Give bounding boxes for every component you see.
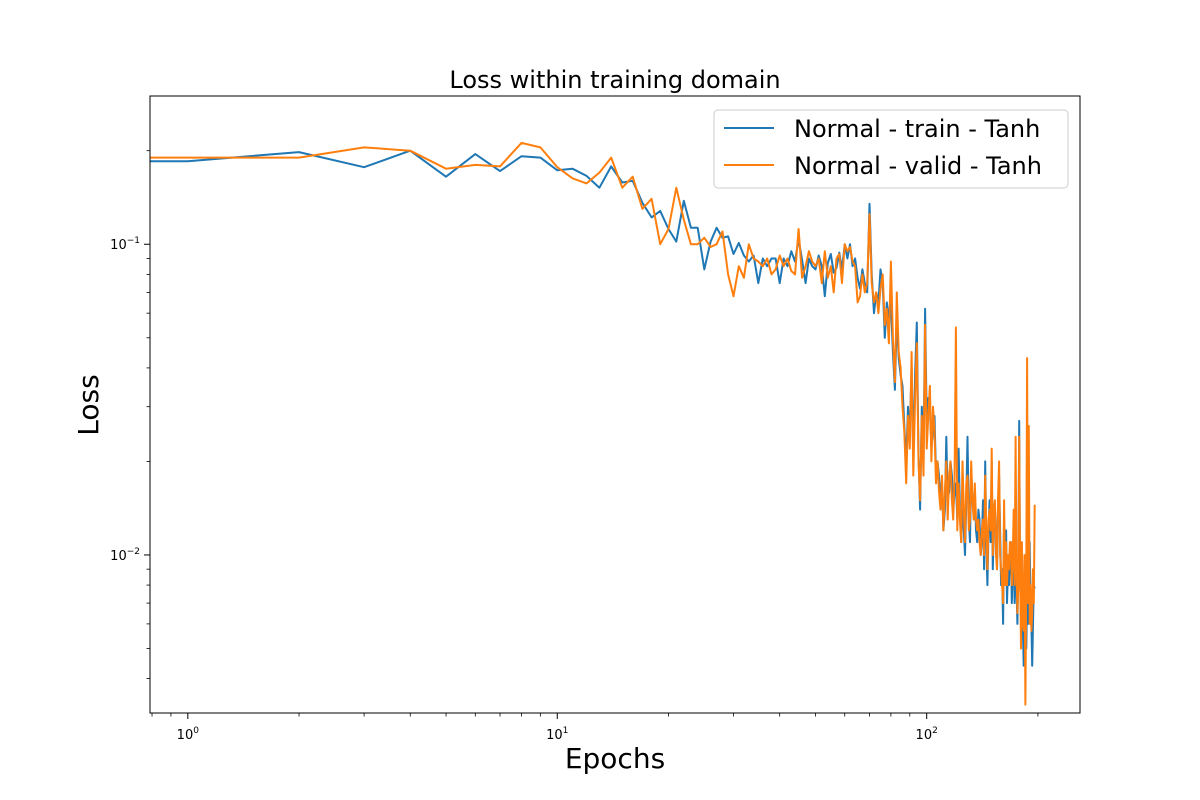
y-tick-base: 10	[110, 549, 127, 564]
y-tick-label: 10−2	[110, 547, 140, 564]
legend: Normal - train - Tanh Normal - valid - T…	[713, 109, 1069, 189]
y-tick-exponent: −2	[127, 547, 140, 557]
chart-title: Loss within training domain	[449, 66, 780, 94]
x-tick-base: 10	[177, 728, 194, 743]
x-tick-label: 100	[177, 726, 200, 743]
x-axis-label: Epochs	[565, 742, 665, 775]
x-tick-base: 10	[916, 728, 933, 743]
series-layer	[150, 141, 1036, 706]
y-tick-base: 10	[110, 238, 127, 253]
legend-label-valid: Normal - valid - Tanh	[794, 152, 1042, 180]
series-line-1	[150, 141, 1036, 706]
y-axis-label: Loss	[72, 374, 105, 435]
x-tick-exponent: 0	[193, 726, 199, 736]
x-tick-label: 101	[546, 726, 568, 743]
legend-label-train: Normal - train - Tanh	[794, 115, 1040, 143]
x-tick-label: 102	[916, 726, 938, 743]
plot-area	[149, 95, 1081, 714]
x-tick-exponent: 2	[932, 726, 938, 736]
legend-frame	[713, 109, 1069, 189]
x-tick-exponent: 1	[563, 726, 569, 736]
y-axis: 10−110−2	[110, 150, 150, 680]
y-tick-label: 10−1	[110, 236, 140, 253]
plot-frame	[149, 95, 1081, 714]
x-tick-base: 10	[546, 728, 563, 743]
x-axis: 100 101 102	[151, 713, 1039, 743]
y-tick-exponent: −1	[127, 236, 140, 246]
